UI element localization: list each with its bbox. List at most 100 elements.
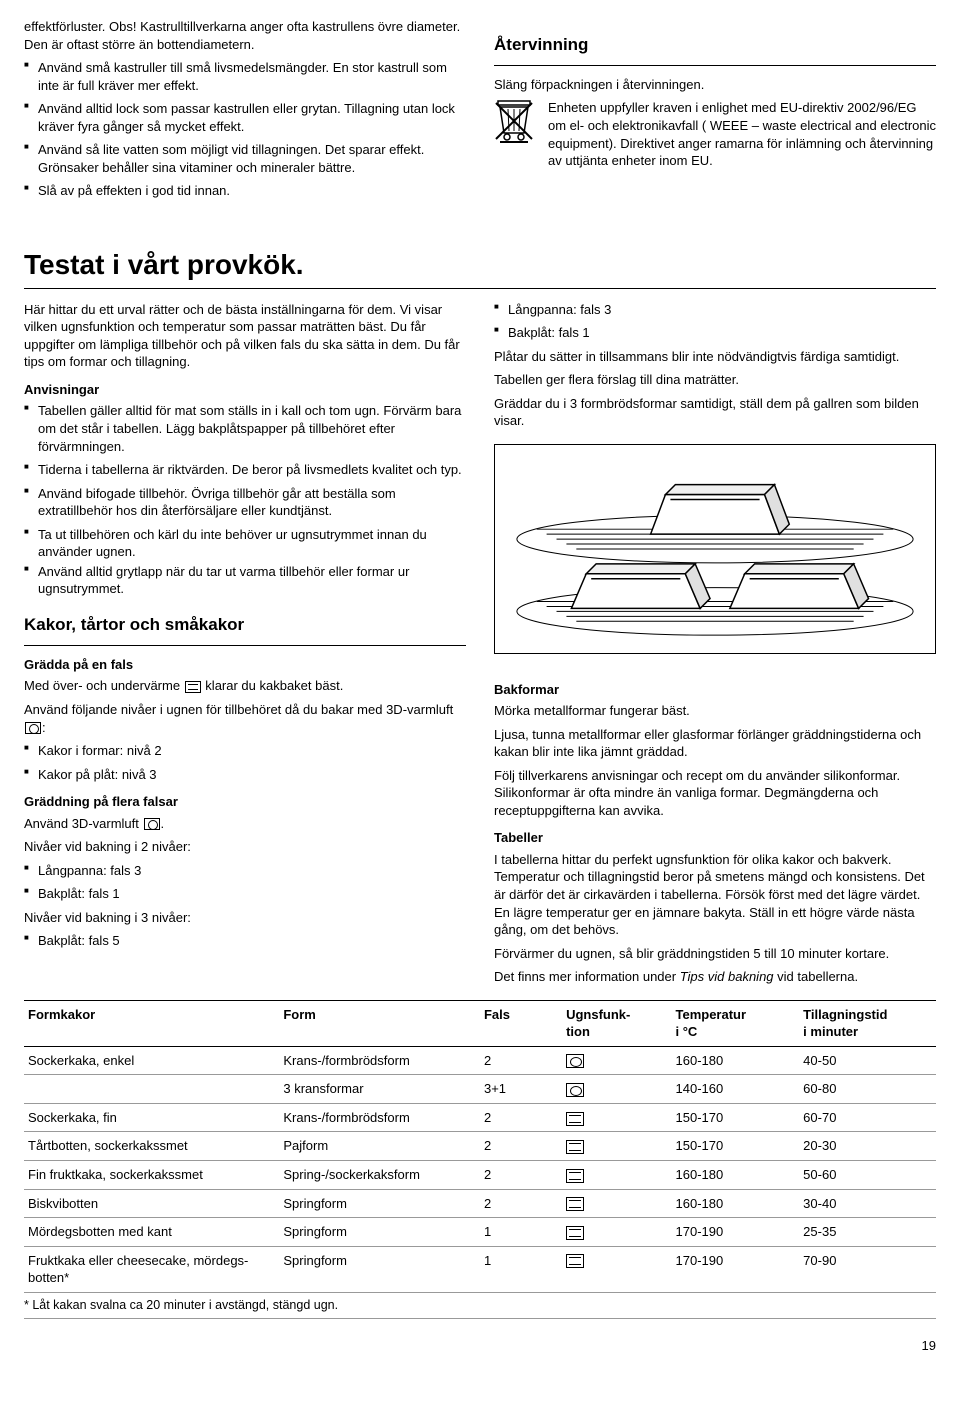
tabeller-heading: Tabeller — [494, 829, 936, 847]
page-number: 19 — [24, 1337, 936, 1355]
cell-temp: 140-160 — [672, 1075, 800, 1104]
cell-fals: 3+1 — [480, 1075, 562, 1104]
top-bottom-heat-icon — [185, 681, 201, 693]
cell-time: 60-80 — [799, 1075, 936, 1104]
cell-fals: 2 — [480, 1046, 562, 1075]
mid-right-p2: Tabellen ger flera förslag till dina mat… — [494, 371, 936, 389]
list-item: Använd alltid lock som passar kastrullen… — [24, 100, 466, 135]
weee-block: Enheten uppfyller kraven i enlighet med … — [494, 99, 936, 175]
cell-name — [24, 1075, 279, 1104]
cell-func — [562, 1103, 671, 1132]
top-bottom-heat-icon — [566, 1254, 584, 1268]
cell-func — [562, 1046, 671, 1075]
convection-icon — [25, 722, 41, 734]
top-left-col: effektförluster. Obs! Kastrulltillverkar… — [24, 18, 466, 206]
page-title: Testat i vårt provkök. — [24, 246, 936, 289]
bakformar-heading: Bakformar — [494, 681, 936, 699]
gradda-heading: Grädda på en fals — [24, 656, 466, 674]
cell-form: Springform — [279, 1246, 480, 1292]
top-bottom-heat-icon — [566, 1197, 584, 1211]
cell-fals: 2 — [480, 1161, 562, 1190]
mid-section: Här hittar du ett urval rätter och de bä… — [24, 301, 936, 992]
flera-text-3: Nivåer vid bakning i 3 nivåer: — [24, 909, 466, 927]
flera-list-3: Bakplåt: fals 5 — [24, 932, 466, 950]
list-item: Kakor på plåt: nivå 3 — [24, 766, 466, 784]
anvisningar-list: Tabellen gäller alltid för mat som ställ… — [24, 402, 466, 597]
list-item: Använd små kastruller till små livsmedel… — [24, 59, 466, 94]
list-item: Slå av på effekten i god tid innan. — [24, 182, 466, 200]
cell-form: 3 kransformar — [279, 1075, 480, 1104]
mid-right-p3: Gräddar du i 3 formbrödsformar samtidigt… — [494, 395, 936, 430]
cell-func — [562, 1218, 671, 1247]
bakformar-p2: Ljusa, tunna metallformar eller glasform… — [494, 726, 936, 761]
cell-func — [562, 1246, 671, 1292]
cell-name: Fruktkaka eller cheesecake, mördegs- bot… — [24, 1246, 279, 1292]
recycling-heading: Återvinning — [494, 34, 936, 57]
list-item: Bakplåt: fals 5 — [24, 932, 466, 950]
cell-fals: 2 — [480, 1132, 562, 1161]
list-item: Långpanna: fals 3 — [494, 301, 936, 319]
convection-icon — [144, 818, 160, 830]
cell-temp: 150-170 — [672, 1103, 800, 1132]
th-tid: Tillagningstid i minuter — [799, 1000, 936, 1046]
list-item: Använd alltid grytlapp när du tar ut var… — [24, 563, 466, 598]
oven-racks-figure — [494, 444, 936, 654]
flera-text-1: Använd 3D-varmluft . — [24, 815, 466, 833]
kakor-heading: Kakor, tårtor och småkakor — [24, 614, 466, 637]
table-row: Sockerkaka, finKrans-/formbrödsform2 150-… — [24, 1103, 936, 1132]
table-row: 3 kransformar3+1 140-16060-80 — [24, 1075, 936, 1104]
cell-fals: 1 — [480, 1218, 562, 1247]
convection-icon — [566, 1083, 584, 1097]
top-bottom-heat-icon — [566, 1140, 584, 1154]
energy-tips-list: Använd små kastruller till små livsmedel… — [24, 59, 466, 200]
cell-fals: 2 — [480, 1103, 562, 1132]
cell-temp: 170-190 — [672, 1218, 800, 1247]
cell-temp: 160-180 — [672, 1161, 800, 1190]
mid-right-col: Långpanna: fals 3 Bakplåt: fals 1 Plåtar… — [494, 301, 936, 992]
cell-time: 30-40 — [799, 1189, 936, 1218]
list-item: Använd så lite vatten som möjligt vid ti… — [24, 141, 466, 176]
divider — [24, 645, 466, 646]
th-ugnsfunktion: Ugnsfunk- tion — [562, 1000, 671, 1046]
flera-heading: Gräddning på flera falsar — [24, 793, 466, 811]
cell-time: 50-60 — [799, 1161, 936, 1190]
table-row: BiskvibottenSpringform2160-18030-40 — [24, 1189, 936, 1218]
cell-func — [562, 1189, 671, 1218]
top-bottom-heat-icon — [566, 1112, 584, 1126]
list-item: Använd bifogade tillbehör. Övriga tillbe… — [24, 485, 466, 520]
cell-time: 70-90 — [799, 1246, 936, 1292]
cell-temp: 160-180 — [672, 1046, 800, 1075]
cell-temp: 170-190 — [672, 1246, 800, 1292]
top-section: effektförluster. Obs! Kastrulltillverkar… — [24, 18, 936, 206]
flera-list-2: Långpanna: fals 3 Bakplåt: fals 1 — [24, 862, 466, 903]
cell-temp: 150-170 — [672, 1132, 800, 1161]
cell-time: 40-50 — [799, 1046, 936, 1075]
intro-text: effektförluster. Obs! Kastrulltillverkar… — [24, 18, 466, 53]
list-item: Tiderna i tabellerna är riktvärden. De b… — [24, 461, 466, 479]
table-row: Fruktkaka eller cheesecake, mördegs- bot… — [24, 1246, 936, 1292]
cell-time: 25-35 — [799, 1218, 936, 1247]
cell-name: Tårtbotten, sockerkakssmet — [24, 1132, 279, 1161]
gradda-text-2: Använd följande nivåer i ugnen för tillb… — [24, 701, 466, 736]
cell-name: Fin fruktkaka, sockerkakssmet — [24, 1161, 279, 1190]
gradda-text-1: Med över- och undervärme klarar du kakba… — [24, 677, 466, 695]
cell-form: Springform — [279, 1218, 480, 1247]
bakformar-p3: Följ tillverkarens anvisningar och recep… — [494, 767, 936, 820]
th-temperatur: Temperatur i °C — [672, 1000, 800, 1046]
table-header-row: Formkakor Form Fals Ugnsfunk- tion Tempe… — [24, 1000, 936, 1046]
cell-form: Krans-/formbrödsform — [279, 1103, 480, 1132]
top-bottom-heat-icon — [566, 1226, 584, 1240]
tabeller-p3: Det finns mer information under Tips vid… — [494, 968, 936, 986]
gradda-list: Kakor i formar: nivå 2 Kakor på plåt: ni… — [24, 742, 466, 783]
tabeller-p1: I tabellerna hittar du perfekt ugnsfunkt… — [494, 851, 936, 939]
list-item: Ta ut tillbehören och kärl du inte behöv… — [24, 526, 466, 561]
cell-name: Sockerkaka, fin — [24, 1103, 279, 1132]
intro-para: Här hittar du ett urval rätter och de bä… — [24, 301, 466, 371]
cell-name: Mördegsbotten med kant — [24, 1218, 279, 1247]
cell-time: 20-30 — [799, 1132, 936, 1161]
convection-icon — [566, 1054, 584, 1068]
cell-fals: 2 — [480, 1189, 562, 1218]
cell-name: Biskvibotten — [24, 1189, 279, 1218]
table-footnote: * Låt kakan svalna ca 20 minuter i avstä… — [24, 1293, 936, 1319]
mid-left-col: Här hittar du ett urval rätter och de bä… — [24, 301, 466, 992]
